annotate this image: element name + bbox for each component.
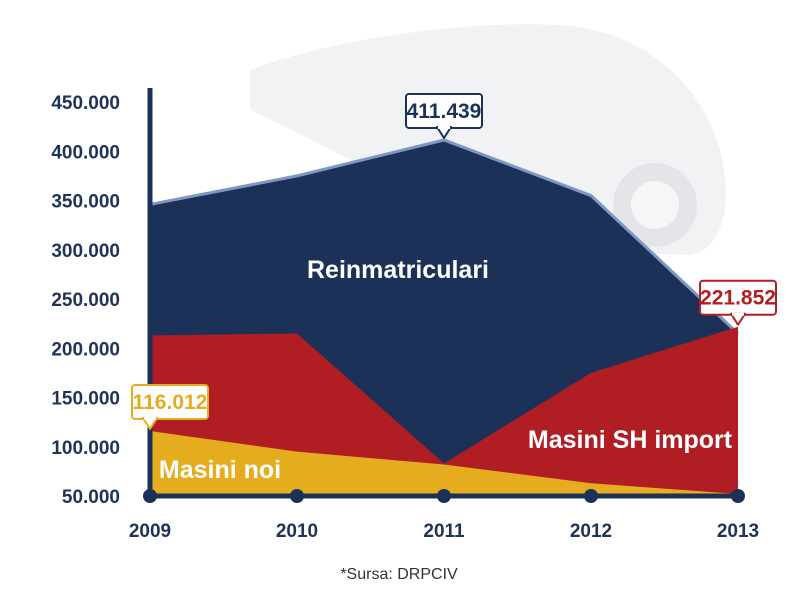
series-label-masini-sh-import: Masini SH import (528, 426, 733, 454)
callout-box (131, 383, 209, 420)
x-axis-marker (143, 489, 157, 503)
value-callout: 221.852 (699, 279, 777, 326)
series-label-reinmatriculari: Reinmatriculari (307, 256, 489, 284)
value-callouts: 116.012 411.439 221.852 (131, 92, 777, 430)
series-labels: Reinmatriculari Masini SH import Masini … (159, 256, 733, 484)
area-top-edge-line (149, 138, 740, 335)
callout-value: 411.439 (407, 100, 482, 123)
value-callout: 116.012 (131, 383, 209, 430)
x-axis-marker (731, 489, 745, 503)
callout-value: 221.852 (700, 287, 776, 310)
series-label-masini-noi: Masini noi (159, 456, 281, 484)
source-note: *Sursa: DRPCIV (340, 566, 458, 583)
callout-pointer-mask (144, 416, 156, 420)
y-tick-label: 100.000 (51, 438, 120, 459)
y-tick-label: 200.000 (51, 339, 120, 360)
y-tick-label: 50.000 (62, 487, 120, 508)
y-tick-label: 350.000 (51, 192, 120, 213)
x-tick-label: 2010 (276, 521, 318, 542)
y-tick-label: 400.000 (51, 142, 120, 163)
x-axis-marker (437, 489, 451, 503)
x-axis-marker (290, 489, 304, 503)
y-tick-label: 300.000 (51, 241, 120, 262)
x-tick-label: 2013 (717, 521, 759, 542)
callout-pointer-mask (438, 125, 450, 129)
x-tick-label: 2012 (570, 521, 612, 542)
car-hub-shape (631, 181, 679, 229)
area-masini-noi (150, 430, 738, 496)
callout-pointer-mask (732, 312, 744, 316)
car-body-shape (250, 24, 726, 255)
x-axis-marker (584, 489, 598, 503)
y-tick-label: 150.000 (51, 389, 120, 410)
car-background-decoration (250, 24, 726, 255)
callout-value: 116.012 (133, 391, 208, 414)
x-tick-label: 2011 (423, 521, 465, 542)
x-axis-ticks: 2009 2010 2011 2012 2013 (129, 489, 759, 542)
y-tick-label: 250.000 (51, 290, 120, 311)
x-tick-label: 2009 (129, 521, 171, 542)
area-series-group (149, 138, 740, 496)
y-tick-label: 450.000 (51, 93, 120, 114)
y-axis-ticks: 50.000 100.000 150.000 200.000 250.000 300.00… (51, 93, 120, 508)
value-callout: 411.439 (405, 92, 483, 139)
